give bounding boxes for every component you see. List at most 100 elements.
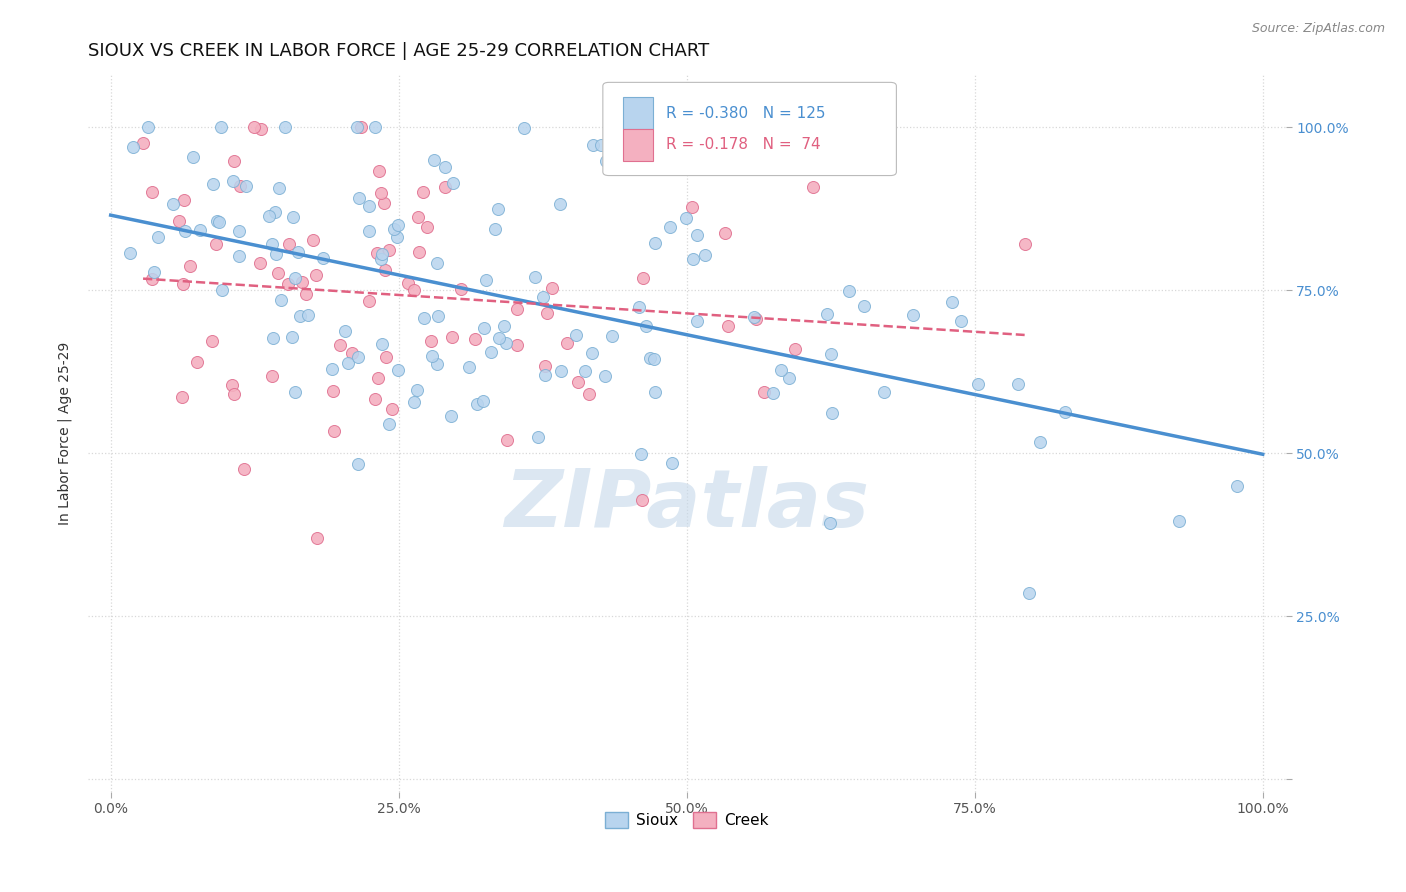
Point — [693, 247, 716, 261]
Point — [458, 360, 481, 375]
Point — [717, 318, 740, 333]
Point — [201, 334, 224, 348]
Point — [838, 285, 860, 299]
Point — [333, 324, 356, 338]
Point — [277, 237, 299, 252]
Point — [287, 244, 309, 259]
FancyBboxPatch shape — [623, 97, 654, 129]
Point — [169, 214, 191, 228]
FancyBboxPatch shape — [603, 82, 897, 176]
Point — [371, 246, 394, 260]
Point — [321, 361, 343, 376]
Point — [373, 196, 395, 211]
Point — [387, 363, 409, 377]
Point — [484, 222, 506, 236]
Text: R = -0.178   N =  74: R = -0.178 N = 74 — [666, 137, 821, 153]
Point — [257, 209, 280, 223]
Point — [593, 368, 616, 383]
Point — [682, 252, 704, 266]
Point — [322, 384, 344, 398]
Point — [690, 126, 713, 140]
Point — [280, 330, 302, 344]
Point — [266, 247, 288, 261]
Point — [346, 120, 368, 135]
Point — [685, 228, 707, 243]
Point — [567, 375, 589, 389]
Point — [488, 331, 510, 345]
Point — [433, 160, 456, 174]
Point — [340, 345, 363, 359]
Point — [233, 462, 256, 476]
Point — [631, 493, 654, 508]
Point — [370, 186, 392, 200]
Point — [643, 352, 665, 367]
Point — [440, 329, 463, 343]
Point — [179, 259, 201, 273]
Point — [173, 224, 195, 238]
Point — [141, 271, 163, 285]
Point — [1018, 586, 1040, 600]
FancyBboxPatch shape — [623, 128, 654, 161]
Point — [224, 153, 246, 168]
Point — [377, 244, 399, 258]
Point — [426, 256, 449, 270]
Point — [852, 299, 875, 313]
Point — [659, 219, 682, 234]
Point — [591, 138, 613, 153]
Point — [770, 363, 793, 377]
Point — [450, 282, 472, 296]
Point — [434, 180, 457, 194]
Point — [416, 220, 439, 235]
Point — [224, 386, 246, 401]
Point — [644, 384, 666, 399]
Point — [474, 321, 496, 335]
Point — [228, 224, 250, 238]
Point — [404, 394, 426, 409]
Point — [1028, 435, 1050, 450]
Point — [202, 177, 225, 191]
Point — [367, 371, 389, 385]
Point — [440, 409, 463, 424]
Point — [357, 199, 380, 213]
Point — [385, 230, 408, 244]
Point — [181, 150, 204, 164]
Point — [402, 283, 425, 297]
Point — [412, 310, 434, 325]
Point — [312, 252, 335, 266]
Point — [357, 293, 380, 308]
Text: R = -0.380   N = 125: R = -0.380 N = 125 — [666, 105, 825, 120]
Point — [815, 307, 838, 321]
Point — [209, 120, 232, 135]
Point — [364, 120, 387, 135]
Text: ZIPatlas: ZIPatlas — [505, 467, 869, 544]
Point — [173, 193, 195, 207]
Point — [474, 273, 496, 287]
Point — [550, 364, 572, 378]
Point — [260, 237, 283, 252]
Point — [661, 456, 683, 470]
Point — [211, 283, 233, 297]
Point — [1014, 237, 1036, 252]
Point — [375, 350, 398, 364]
Point — [367, 164, 389, 178]
Point — [681, 200, 703, 214]
Point — [1053, 405, 1076, 419]
Point — [631, 270, 654, 285]
Point — [630, 446, 652, 460]
Point — [818, 516, 841, 530]
Point — [534, 359, 557, 374]
Point — [536, 306, 558, 320]
Point — [548, 196, 571, 211]
Point — [714, 226, 737, 240]
Point — [541, 281, 564, 295]
Point — [464, 333, 486, 347]
Point — [381, 402, 404, 417]
Point — [496, 433, 519, 447]
Point — [638, 351, 661, 365]
Point — [146, 230, 169, 244]
Point — [228, 179, 250, 194]
Point — [222, 174, 245, 188]
Point — [387, 218, 409, 232]
Point — [492, 318, 515, 333]
Point — [531, 290, 554, 304]
